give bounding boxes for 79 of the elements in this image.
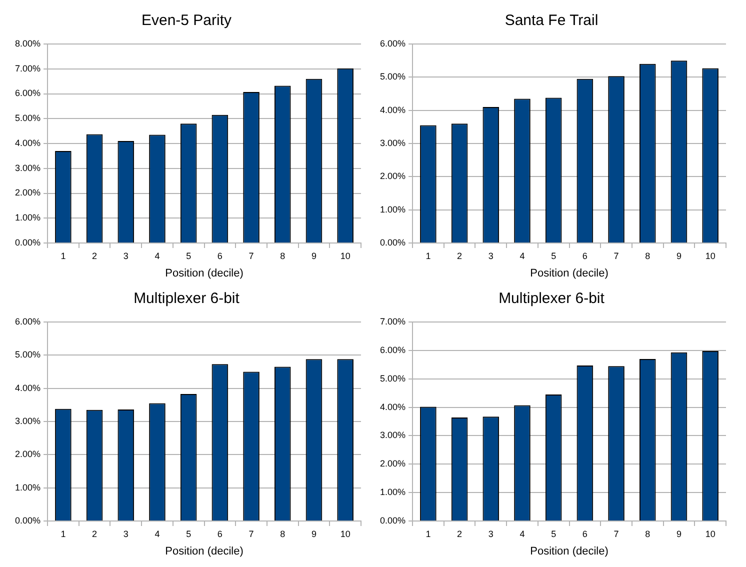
x-tick-label: 8: [645, 250, 650, 261]
x-tick-label: 9: [676, 250, 682, 261]
y-tick-label: 1.00%: [14, 482, 41, 492]
x-tick-label: 10: [340, 250, 350, 261]
x-tick-label: 2: [92, 250, 98, 261]
x-tick-label: 6: [217, 250, 222, 261]
y-tick-label: 5.00%: [14, 350, 41, 360]
x-tick-label: 10: [705, 250, 716, 261]
y-tick-label: 4.00%: [380, 402, 406, 412]
x-tick-label: 1: [426, 250, 431, 261]
y-tick-label: 5.00%: [14, 113, 41, 124]
x-tick-label: 6: [217, 528, 222, 539]
y-tick-label: 1.00%: [14, 212, 41, 223]
x-tick-label: 8: [280, 250, 286, 261]
x-tick-label: 10: [705, 528, 716, 539]
y-tick-label: 5.00%: [380, 72, 406, 82]
x-tick-label: 9: [676, 528, 682, 539]
x-tick-label: 10: [340, 528, 350, 539]
x-tick-label: 7: [614, 250, 619, 261]
x-tick-label: 8: [645, 528, 650, 539]
y-tick-label: 0.00%: [380, 515, 406, 526]
x-axis-title: Position (decile): [530, 267, 608, 280]
x-tick-label: 7: [248, 250, 254, 261]
chart-title: Even-5 Parity: [141, 12, 232, 30]
x-tick-label: 2: [457, 250, 462, 261]
x-tick-label: 6: [582, 250, 588, 261]
y-tick-label: 1.00%: [380, 204, 406, 214]
x-tick-label: 5: [551, 528, 556, 539]
x-axis-title: Position (decile): [165, 545, 244, 558]
x-tick-label: 5: [186, 250, 192, 261]
y-tick-label: 3.00%: [14, 162, 41, 173]
y-tick-label: 5.00%: [380, 373, 406, 384]
y-tick-label: 2.00%: [380, 171, 406, 182]
y-tick-label: 6.00%: [14, 88, 41, 98]
x-tick-label: 3: [123, 528, 128, 539]
y-tick-label: 2.00%: [14, 188, 41, 198]
y-tick-label: 4.00%: [14, 138, 41, 148]
y-tick-label: 0.00%: [380, 237, 406, 248]
x-tick-label: 5: [551, 250, 556, 261]
y-tick-label: 2.00%: [14, 449, 41, 460]
y-tick-label: 0.00%: [14, 237, 41, 248]
y-tick-label: 4.00%: [380, 104, 406, 115]
x-tick-label: 5: [186, 528, 192, 539]
y-tick-label: 1.00%: [380, 487, 406, 498]
x-tick-label: 1: [60, 250, 66, 261]
chart-title: Multiplexer 6-bit: [498, 290, 606, 308]
x-tick-label: 2: [92, 528, 98, 539]
x-tick-label: 7: [614, 528, 619, 539]
x-tick-label: 4: [520, 250, 525, 261]
x-tick-label: 4: [154, 250, 160, 261]
y-tick-label: 3.00%: [380, 430, 406, 440]
x-tick-label: 8: [280, 528, 286, 539]
y-tick-label: 0.00%: [14, 515, 41, 526]
x-tick-label: 9: [311, 528, 316, 539]
x-tick-label: 3: [123, 250, 128, 261]
x-tick-label: 1: [426, 528, 431, 539]
x-tick-label: 6: [582, 528, 588, 539]
y-tick-label: 6.00%: [380, 344, 406, 355]
y-tick-label: 6.00%: [14, 316, 41, 326]
x-tick-label: 9: [311, 250, 316, 261]
x-tick-label: 4: [154, 528, 160, 539]
x-tick-label: 7: [248, 528, 254, 539]
y-tick-label: 7.00%: [380, 316, 406, 326]
x-tick-label: 1: [60, 528, 66, 539]
y-tick-label: 8.00%: [14, 38, 41, 48]
y-tick-label: 3.00%: [14, 416, 41, 426]
y-tick-label: 2.00%: [380, 458, 406, 469]
x-tick-label: 3: [488, 528, 494, 539]
y-tick-label: 3.00%: [380, 138, 406, 148]
x-tick-label: 4: [520, 528, 525, 539]
y-tick-label: 6.00%: [380, 38, 406, 48]
x-tick-label: 2: [457, 528, 462, 539]
x-tick-label: 3: [488, 250, 494, 261]
x-axis-title: Position (decile): [530, 545, 608, 558]
chart-title: Multiplexer 6-bit: [134, 290, 240, 308]
x-axis-title: Position (decile): [165, 267, 244, 280]
chart-title: Santa Fe Trail: [504, 12, 598, 30]
y-tick-label: 4.00%: [14, 382, 41, 393]
y-tick-label: 7.00%: [14, 63, 41, 74]
